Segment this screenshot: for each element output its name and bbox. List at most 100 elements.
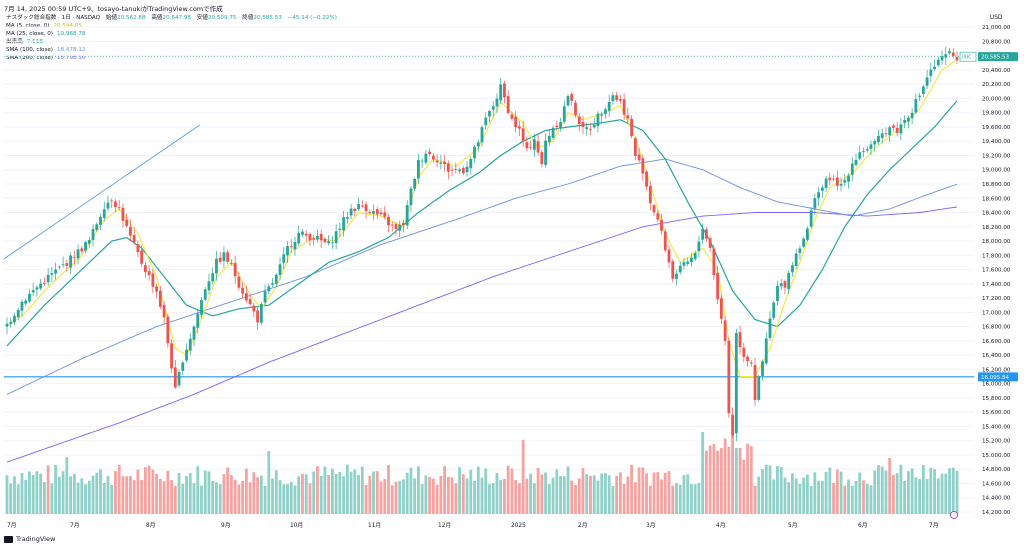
indicator-row-sma100[interactable]: SMA (100, close) 18,478.12	[6, 46, 337, 54]
price-tick-label: 19,800.00	[982, 111, 1011, 117]
volume-bar	[540, 474, 544, 514]
candle-body	[940, 56, 944, 61]
candle-body	[31, 290, 35, 293]
volume-bar	[16, 484, 20, 514]
price-tick-label: 15,400.00	[982, 424, 1011, 430]
volume-bar	[323, 466, 327, 514]
candle-body	[712, 248, 716, 276]
candle-body	[203, 289, 207, 300]
price-tick-label: 20,000.00	[982, 96, 1011, 102]
volume-bar	[910, 468, 914, 514]
volume-bar	[301, 474, 304, 514]
volume-bar	[899, 464, 903, 514]
candle-body	[173, 367, 177, 388]
candle-body	[263, 291, 267, 303]
candle-body	[431, 155, 435, 160]
volume-bar	[787, 482, 791, 514]
candle-body	[604, 109, 607, 115]
candle-body	[933, 66, 936, 70]
candle-body	[244, 293, 248, 301]
candle-body	[147, 271, 151, 276]
candle-body	[394, 224, 398, 230]
candle-body	[274, 274, 278, 284]
candle-body	[458, 169, 461, 172]
volume-bar	[611, 485, 615, 514]
volume-bar	[596, 480, 600, 514]
candle-body	[749, 362, 753, 364]
volume-bar	[446, 477, 450, 514]
candle-body	[289, 246, 293, 248]
candle-body	[540, 152, 544, 165]
candle-body	[57, 266, 61, 268]
candle-body	[188, 338, 192, 351]
candle-body	[779, 283, 783, 287]
volume-bar	[581, 468, 585, 514]
candle-body	[338, 228, 342, 230]
indicator-row-sma200[interactable]: SMA (200, close) 18,798.50	[6, 54, 337, 62]
candle-body	[637, 154, 641, 161]
volume-bar	[211, 480, 215, 514]
volume-bar	[667, 471, 671, 514]
candle-body	[125, 219, 129, 226]
candle-body	[929, 69, 933, 76]
volume-bar	[200, 485, 203, 514]
ma5-line	[6, 59, 958, 378]
volume-bar	[682, 475, 686, 514]
tradingview-logo-icon	[4, 535, 13, 543]
volume-bar	[869, 485, 873, 514]
volume-bar	[948, 468, 951, 514]
change-value: −45.14 (−0.22%)	[287, 15, 337, 21]
candle-body	[910, 112, 914, 119]
volume-bar	[125, 476, 129, 514]
volume-bar	[428, 477, 432, 514]
candle-body	[955, 56, 959, 61]
candle-body	[117, 207, 121, 209]
price-tick-label: 17,800.00	[982, 253, 1011, 259]
candle-body	[207, 281, 211, 291]
volume-bar	[398, 480, 402, 514]
candle-body	[873, 141, 877, 145]
volume-bar	[835, 469, 839, 514]
volume-bar	[776, 466, 779, 514]
indicator-row-ma25[interactable]: MA (25, close, 0) 19,968.78	[6, 30, 337, 38]
candle-body	[746, 356, 749, 362]
volume-bar	[637, 467, 641, 514]
candle-body	[114, 201, 117, 207]
volume-bar	[465, 478, 469, 514]
volume-bar	[99, 469, 102, 514]
candle-body	[304, 233, 308, 236]
volume-bar	[110, 484, 114, 514]
volume-bar	[387, 464, 390, 514]
volume-bar	[65, 457, 69, 514]
volume-bar	[503, 478, 506, 514]
volume-bar	[443, 466, 446, 514]
candle-body	[256, 310, 259, 323]
candle-body	[835, 177, 839, 186]
candle-body	[308, 233, 312, 241]
price-tick-label: 14,200.00	[982, 510, 1011, 516]
candle-body	[454, 169, 458, 170]
candle-body	[783, 281, 787, 288]
candle-body	[488, 110, 491, 117]
indicator-row-ma5[interactable]: MA (5, close, 0) 20,544.05	[6, 22, 337, 30]
candle-body	[828, 177, 832, 181]
price-tick-label: 21,000.00	[982, 25, 1011, 31]
candle-body	[226, 252, 230, 262]
candle-body	[570, 94, 574, 101]
indicator-row-volume[interactable]: 出来高 7.51B	[6, 38, 337, 46]
candle-body	[143, 265, 147, 273]
candle-body	[705, 229, 708, 239]
symbol-name[interactable]: ナスダック総合指数 · 1日 · NASDAQ	[6, 15, 101, 21]
price-tick-label: 14,600.00	[982, 481, 1011, 487]
candle-body	[211, 273, 215, 282]
candle-body	[155, 286, 159, 292]
volume-bar	[372, 471, 375, 514]
volume-bar	[76, 482, 80, 514]
price-tick-label: 14,400.00	[982, 496, 1011, 502]
volume-bar	[31, 475, 35, 514]
volume-bar	[353, 469, 357, 514]
candle-body	[772, 302, 776, 318]
price-tick-label: 20,800.00	[982, 39, 1011, 45]
time-tick-label: 11月	[368, 522, 381, 529]
